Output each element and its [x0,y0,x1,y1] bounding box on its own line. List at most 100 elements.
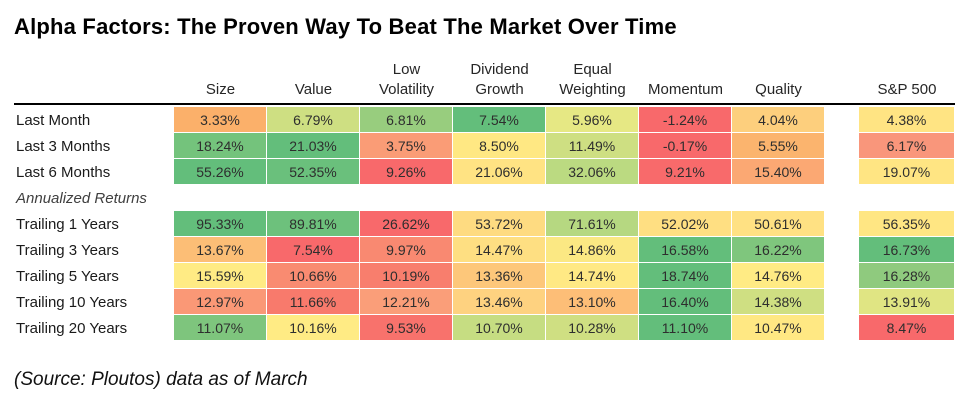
table-cell-sp500: 19.07% [859,159,955,184]
column-header-line: S&P 500 [877,80,937,98]
table-cell: 13.10% [546,289,639,314]
table-cell: 16.58% [639,237,732,262]
table-cell-sp500: 8.47% [859,315,955,340]
table-cell-sp500: 6.17% [859,133,955,158]
column-header-line: Size [205,80,236,98]
row-label: Trailing 3 Years [16,241,119,259]
table-cell: 6.79% [267,107,360,132]
table-cell: 10.19% [360,263,453,288]
row-label: Last 6 Months [16,163,111,181]
row-label: Last Month [16,111,91,129]
column-header-line: Weighting [559,80,626,98]
table-cell: 11.10% [639,315,732,340]
column-gap [825,159,859,185]
table-cell-sp500: 56.35% [859,211,955,236]
table-cell: 26.62% [360,211,453,236]
table-cell: 7.54% [267,237,360,262]
table-cell: 53.72% [453,211,546,236]
column-header-quality: Quality [732,60,825,103]
table-cell: 52.35% [267,159,360,184]
table-cell: 6.81% [360,107,453,132]
table-cell: 11.07% [174,315,267,340]
table-cell: 8.50% [453,133,546,158]
table-cell: 71.61% [546,211,639,236]
table-cell: 18.24% [174,133,267,158]
column-gap [825,60,859,103]
table-cell-sp500: 16.28% [859,263,955,288]
table-cell: 7.54% [453,107,546,132]
table-cell: 95.33% [174,211,267,236]
table-cell: 52.02% [639,211,732,236]
column-header-line: Momentum [647,80,724,98]
column-header-line: Volatility [378,80,435,98]
table-cell: 5.96% [546,107,639,132]
table-cell: 13.36% [453,263,546,288]
column-header-low-volatility: Low Volatility [360,60,453,103]
table-cell: 16.22% [732,237,825,262]
table-cell: 15.40% [732,159,825,184]
column-gap [825,263,859,289]
table-cell: 10.47% [732,315,825,340]
page-title: Alpha Factors: The Proven Way To Beat Th… [14,14,677,39]
row-label: Last 3 Months [16,137,111,155]
table-cell: 55.26% [174,159,267,184]
table-cell-sp500: 13.91% [859,289,955,314]
table-cell: 9.21% [639,159,732,184]
column-gap [825,211,859,237]
column-gap [825,133,859,159]
table-cell: 10.16% [267,315,360,340]
table-cell: 15.59% [174,263,267,288]
table-cell: 10.28% [546,315,639,340]
column-header-line: Growth [475,80,524,98]
section-label-annualized-returns: Annualized Returns [16,189,147,207]
table-cell: 9.26% [360,159,453,184]
column-header-momentum: Momentum [639,60,732,103]
column-gap [825,237,859,263]
table-cell: 14.38% [732,289,825,314]
table-cell: -0.17% [639,133,732,158]
column-header-line: Equal [573,61,612,78]
table-cell: 50.61% [732,211,825,236]
column-header-line: Quality [755,80,802,98]
column-gap [825,315,859,341]
column-header-equal-weighting: Equal Weighting [546,60,639,103]
table-corner [14,60,174,103]
table-cell: 11.49% [546,133,639,158]
table-cell: 9.97% [360,237,453,262]
table-cell: 14.76% [732,263,825,288]
factor-returns-table: Size Value Low Volatility Dividend Growth Equa… [14,60,966,341]
table-cell: 13.67% [174,237,267,262]
table-cell: 12.21% [360,289,453,314]
table-cell: 32.06% [546,159,639,184]
table-cell: 16.40% [639,289,732,314]
row-label: Trailing 5 Years [16,267,119,285]
table-cell: 11.66% [267,289,360,314]
table-cell-sp500: 4.38% [859,107,955,132]
table-cell: 4.04% [732,107,825,132]
table-cell: 3.33% [174,107,267,132]
column-gap [825,107,859,133]
table-cell: -1.24% [639,107,732,132]
column-header-line: Dividend [470,61,529,78]
table-cell-sp500: 16.73% [859,237,955,262]
row-label: Trailing 1 Years [16,215,119,233]
source-note: (Source: Ploutos) data as of March [14,369,308,390]
column-header-line: Value [294,80,333,98]
table-cell: 10.66% [267,263,360,288]
row-label: Trailing 10 Years [16,293,128,311]
table-cell: 21.06% [453,159,546,184]
table-cell: 14.86% [546,237,639,262]
row-label: Trailing 20 Years [16,319,128,337]
table-cell: 3.75% [360,133,453,158]
column-header-value: Value [267,60,360,103]
table-cell: 13.46% [453,289,546,314]
table-cell: 89.81% [267,211,360,236]
column-header-line: Low [392,61,421,78]
column-header-dividend-growth: Dividend Growth [453,60,546,103]
table-cell: 12.97% [174,289,267,314]
column-gap [825,289,859,315]
table-cell: 14.47% [453,237,546,262]
table-cell: 21.03% [267,133,360,158]
column-header-sp-500: S&P 500 [859,60,955,103]
